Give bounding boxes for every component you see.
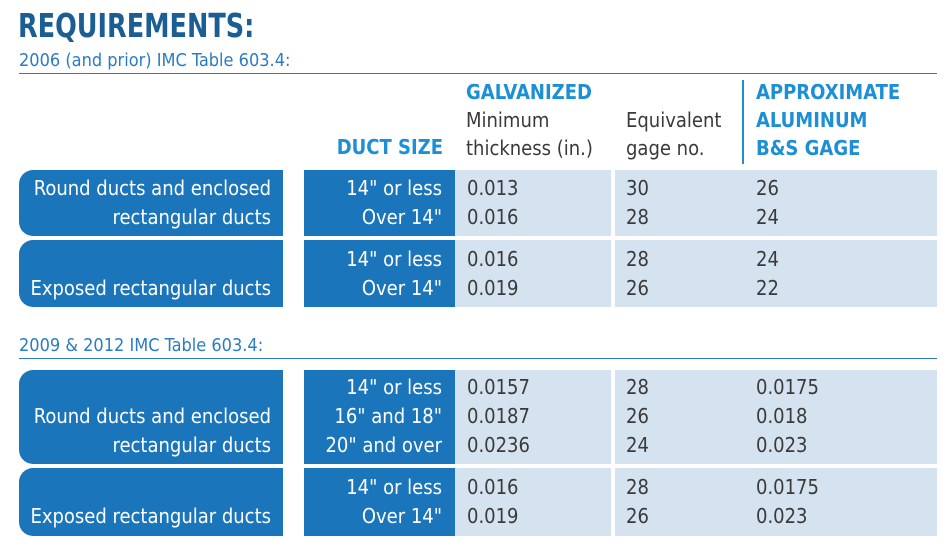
thickness-cell: 0.016	[467, 475, 519, 499]
equivalent-gage-header-line2: gage no.	[626, 136, 705, 160]
group-label-line: rectangular ducts	[112, 433, 271, 457]
table1-group-round	[19, 170, 937, 236]
aluminum-cell: 26	[756, 176, 779, 200]
table2-caption: 2009 & 2012 IMC Table 603.4:	[19, 335, 937, 359]
group-label-bg	[19, 468, 283, 536]
thickness-cell: 0.0157	[467, 375, 530, 399]
table1-group-exposed	[19, 240, 937, 307]
aluminum-cell: 0.0175	[756, 375, 819, 399]
page-title: REQUIREMENTS:	[18, 6, 255, 45]
gage-cell: 26	[626, 276, 649, 300]
size-cell: 14" or less	[346, 475, 442, 499]
thickness-cell: 0.0236	[467, 433, 530, 457]
size-cell: 20" and over	[325, 433, 442, 457]
thickness-cell-bg	[455, 240, 611, 307]
size-column-bg	[304, 240, 471, 307]
group-label-line: Round ducts and enclosed	[33, 176, 271, 200]
galvanized-header: GALVANIZED	[466, 80, 592, 104]
aluminum-cell: 22	[756, 276, 779, 300]
size-column-bg	[304, 370, 471, 464]
group-label-bg	[19, 170, 283, 236]
thickness-cell: 0.019	[467, 504, 519, 528]
min-thickness-header-line1: Minimum	[466, 108, 550, 132]
table2-group-round	[19, 370, 937, 464]
group-label-line: rectangular ducts	[112, 205, 271, 229]
aluminum-cell-bg	[746, 240, 937, 307]
size-cell: 14" or less	[346, 375, 442, 399]
table1-caption: 2006 (and prior) IMC Table 603.4:	[19, 50, 937, 74]
size-column-bg	[304, 170, 471, 236]
gage-cell: 24	[626, 433, 649, 457]
duct-size-header: DUCT SIZE	[336, 135, 443, 159]
gage-cell: 28	[626, 247, 649, 271]
thickness-cell: 0.016	[467, 205, 519, 229]
thickness-cell-bg	[455, 468, 611, 536]
aluminum-header-line2: ALUMINUM	[756, 108, 868, 132]
gage-cell: 26	[626, 504, 649, 528]
size-cell: 14" or less	[346, 176, 442, 200]
aluminum-header-line1: APPROXIMATE	[756, 80, 901, 104]
gage-cell: 28	[626, 475, 649, 499]
group-label-bg	[19, 370, 283, 464]
equivalent-gage-header-line1: Equivalent	[626, 108, 722, 132]
gage-cell: 30	[626, 176, 649, 200]
aluminum-cell-bg	[746, 370, 937, 464]
gage-cell-bg	[615, 170, 759, 236]
group-label-bg	[19, 240, 283, 307]
thickness-cell: 0.0187	[467, 404, 530, 428]
thickness-cell-bg	[455, 370, 611, 464]
aluminum-cell: 24	[756, 205, 779, 229]
size-cell: 16" and 18"	[334, 404, 442, 428]
aluminum-cell: 0.018	[756, 404, 808, 428]
aluminum-cell-bg	[746, 468, 937, 536]
header-divider	[742, 80, 744, 164]
thickness-cell: 0.016	[467, 247, 519, 271]
thickness-cell: 0.013	[467, 176, 519, 200]
size-cell: Over 14"	[361, 205, 442, 229]
gage-cell: 26	[626, 404, 649, 428]
gage-cell: 28	[626, 205, 649, 229]
size-cell: Over 14"	[361, 504, 442, 528]
group-label-line: Round ducts and enclosed	[33, 404, 271, 428]
aluminum-header-line3: B&S GAGE	[756, 136, 861, 160]
table2-group-exposed	[19, 468, 937, 536]
min-thickness-header-line2: thickness (in.)	[466, 136, 593, 160]
group-label-line: Exposed rectangular ducts	[30, 276, 271, 300]
thickness-cell-bg	[455, 170, 611, 236]
aluminum-cell: 0.023	[756, 433, 808, 457]
size-cell: 14" or less	[346, 247, 442, 271]
size-cell: Over 14"	[361, 276, 442, 300]
gage-cell: 28	[626, 375, 649, 399]
gage-cell-bg	[615, 468, 759, 536]
aluminum-cell-bg	[746, 170, 937, 236]
gage-cell-bg	[615, 370, 759, 464]
aluminum-cell: 24	[756, 247, 779, 271]
group-label-line: Exposed rectangular ducts	[30, 504, 271, 528]
aluminum-cell: 0.0175	[756, 475, 819, 499]
gage-cell-bg	[615, 240, 759, 307]
thickness-cell: 0.019	[467, 276, 519, 300]
size-column-bg	[304, 468, 471, 536]
aluminum-cell: 0.023	[756, 504, 808, 528]
